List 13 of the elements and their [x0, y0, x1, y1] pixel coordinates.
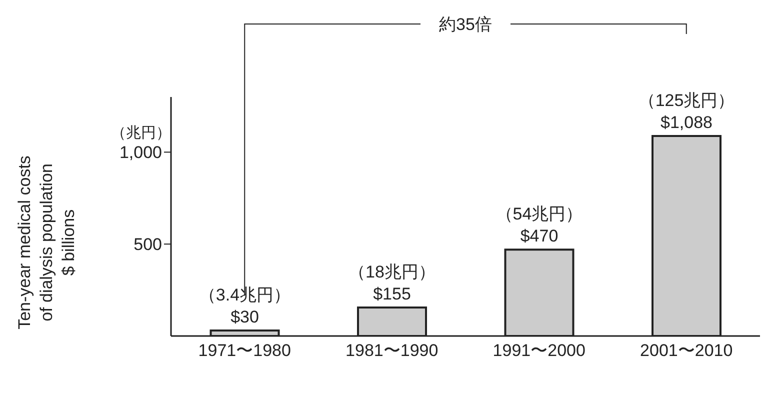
x-tick-label: 1971〜1980	[198, 341, 291, 360]
y-tick-label: 500	[134, 235, 162, 254]
data-label: （54兆円） $470	[496, 204, 583, 246]
annotation: （兆円）	[111, 124, 171, 142]
data-label: （3.4兆円） $30	[198, 285, 291, 326]
data-label: （125兆円） $1,088	[638, 90, 735, 132]
y-tick-label: 1,000	[119, 143, 162, 162]
data-label: （18兆円） $155	[348, 262, 436, 304]
x-tick-label: 2001〜2010	[640, 341, 733, 360]
y-axis-title: Ten-year medical costs of dialysis population $ billions	[15, 156, 78, 330]
x-tick-label: 1991〜2000	[492, 341, 586, 360]
text: 約35倍	[439, 15, 492, 34]
x-tick-label: 1981〜1990	[346, 341, 438, 360]
